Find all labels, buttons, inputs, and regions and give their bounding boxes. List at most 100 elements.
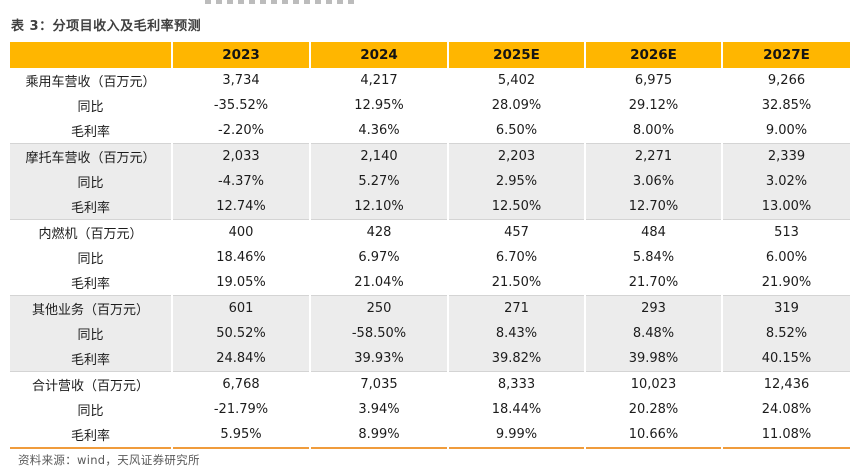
value-cell: 4.36% (309, 118, 448, 144)
value-cell: 457 (447, 219, 585, 245)
value-cell: -2.20% (171, 118, 310, 144)
row-label-cell: 毛利率 (10, 346, 172, 372)
value-cell: 29.12% (584, 93, 722, 118)
value-cell: 6.50% (447, 118, 585, 144)
value-cell: 39.93% (309, 346, 448, 372)
value-cell: 40.15% (721, 346, 850, 372)
value-cell: 6.70% (447, 245, 585, 270)
value-cell: 6,768 (171, 371, 310, 397)
value-cell: 13.00% (721, 194, 850, 220)
value-cell: 21.04% (309, 270, 448, 296)
value-cell: 601 (171, 295, 310, 321)
value-cell: 319 (721, 295, 850, 321)
value-cell: 10.66% (584, 422, 722, 448)
forecast-table-container: 2023 2024 2025E 2026E 2027E 乘用车营收（百万元） 3,734 4… (10, 42, 850, 449)
value-cell: 10,023 (584, 371, 722, 397)
table-row: 同比 -4.37% 5.27% 2.95% 3.06% 3.02% (10, 169, 850, 194)
value-cell: 24.08% (721, 397, 850, 422)
value-cell: 5,402 (447, 68, 585, 93)
table-title: 表 3：分项目收入及毛利率预测 (11, 19, 202, 34)
value-cell: 19.05% (171, 270, 310, 296)
table-row: 内燃机（百万元） 400 428 457 484 513 (10, 219, 850, 245)
value-cell: 428 (309, 219, 448, 245)
table-row: 毛利率 19.05% 21.04% 21.50% 21.70% 21.90% (10, 270, 850, 296)
value-cell: 9,266 (721, 68, 850, 93)
table-row: 合计营收（百万元） 6,768 7,035 8,333 10,023 12,436 (10, 371, 850, 397)
value-cell: 513 (721, 219, 850, 245)
value-cell: 12.50% (447, 194, 585, 220)
table-row: 同比 -21.79% 3.94% 18.44% 20.28% 24.08% (10, 397, 850, 422)
row-label-cell: 毛利率 (10, 194, 172, 220)
row-label-cell: 合计营收（百万元） (10, 371, 172, 397)
value-cell: 3.94% (309, 397, 448, 422)
value-cell: -35.52% (171, 93, 310, 118)
table-row: 其他业务（百万元） 601 250 271 293 319 (10, 295, 850, 321)
value-cell: 5.95% (171, 422, 310, 448)
value-cell: 21.70% (584, 270, 722, 296)
table-row: 摩托车营收（百万元） 2,033 2,140 2,203 2,271 2,339 (10, 143, 850, 169)
value-cell: 39.98% (584, 346, 722, 372)
value-cell: 5.27% (309, 169, 448, 194)
row-label-cell: 其他业务（百万元） (10, 295, 172, 321)
value-cell: 12.70% (584, 194, 722, 220)
row-label-cell: 同比 (10, 245, 172, 270)
value-cell: 12,436 (721, 371, 850, 397)
value-cell: 8,333 (447, 371, 585, 397)
table-row: 同比 18.46% 6.97% 6.70% 5.84% 6.00% (10, 245, 850, 270)
column-header (10, 42, 172, 68)
value-cell: 8.52% (721, 321, 850, 346)
header-row: 2023 2024 2025E 2026E 2027E (10, 42, 850, 68)
value-cell: 21.90% (721, 270, 850, 296)
value-cell: 8.00% (584, 118, 722, 144)
value-cell: 6,975 (584, 68, 722, 93)
value-cell: 50.52% (171, 321, 310, 346)
value-cell: 24.84% (171, 346, 310, 372)
row-label-cell: 同比 (10, 169, 172, 194)
value-cell: 400 (171, 219, 310, 245)
row-label-cell: 毛利率 (10, 422, 172, 448)
forecast-table: 2023 2024 2025E 2026E 2027E 乘用车营收（百万元） 3,734 4… (10, 42, 850, 449)
value-cell: 271 (447, 295, 585, 321)
value-cell: 12.10% (309, 194, 448, 220)
value-cell: 2.95% (447, 169, 585, 194)
cropped-text-remnant (205, 0, 355, 4)
table-row: 毛利率 12.74% 12.10% 12.50% 12.70% 13.00% (10, 194, 850, 220)
value-cell: 484 (584, 219, 722, 245)
value-cell: 8.43% (447, 321, 585, 346)
column-header: 2025E (447, 42, 585, 68)
value-cell: 3.06% (584, 169, 722, 194)
value-cell: 18.44% (447, 397, 585, 422)
value-cell: 4,217 (309, 68, 448, 93)
row-label-cell: 毛利率 (10, 270, 172, 296)
table-body: 乘用车营收（百万元） 3,734 4,217 5,402 6,975 9,266 同比 -35… (10, 68, 850, 448)
row-label-cell: 乘用车营收（百万元） (10, 68, 172, 93)
column-header: 2026E (584, 42, 722, 68)
value-cell: 28.09% (447, 93, 585, 118)
value-cell: 8.48% (584, 321, 722, 346)
value-cell: 39.82% (447, 346, 585, 372)
table-row: 毛利率 5.95% 8.99% 9.99% 10.66% 11.08% (10, 422, 850, 448)
table-row: 毛利率 24.84% 39.93% 39.82% 39.98% 40.15% (10, 346, 850, 372)
value-cell: 293 (584, 295, 722, 321)
value-cell: 2,271 (584, 143, 722, 169)
value-cell: -21.79% (171, 397, 310, 422)
value-cell: 9.99% (447, 422, 585, 448)
value-cell: 12.95% (309, 93, 448, 118)
value-cell: 2,203 (447, 143, 585, 169)
value-cell: 5.84% (584, 245, 722, 270)
table-row: 同比 50.52% -58.50% 8.43% 8.48% 8.52% (10, 321, 850, 346)
value-cell: 32.85% (721, 93, 850, 118)
column-header: 2023 (171, 42, 310, 68)
column-header: 2024 (309, 42, 448, 68)
value-cell: 3,734 (171, 68, 310, 93)
value-cell: 21.50% (447, 270, 585, 296)
value-cell: 7,035 (309, 371, 448, 397)
table-row: 乘用车营收（百万元） 3,734 4,217 5,402 6,975 9,266 (10, 68, 850, 93)
value-cell: 6.97% (309, 245, 448, 270)
value-cell: 2,140 (309, 143, 448, 169)
value-cell: 2,339 (721, 143, 850, 169)
value-cell: 18.46% (171, 245, 310, 270)
row-label-cell: 毛利率 (10, 118, 172, 144)
row-label-cell: 同比 (10, 397, 172, 422)
value-cell: 6.00% (721, 245, 850, 270)
